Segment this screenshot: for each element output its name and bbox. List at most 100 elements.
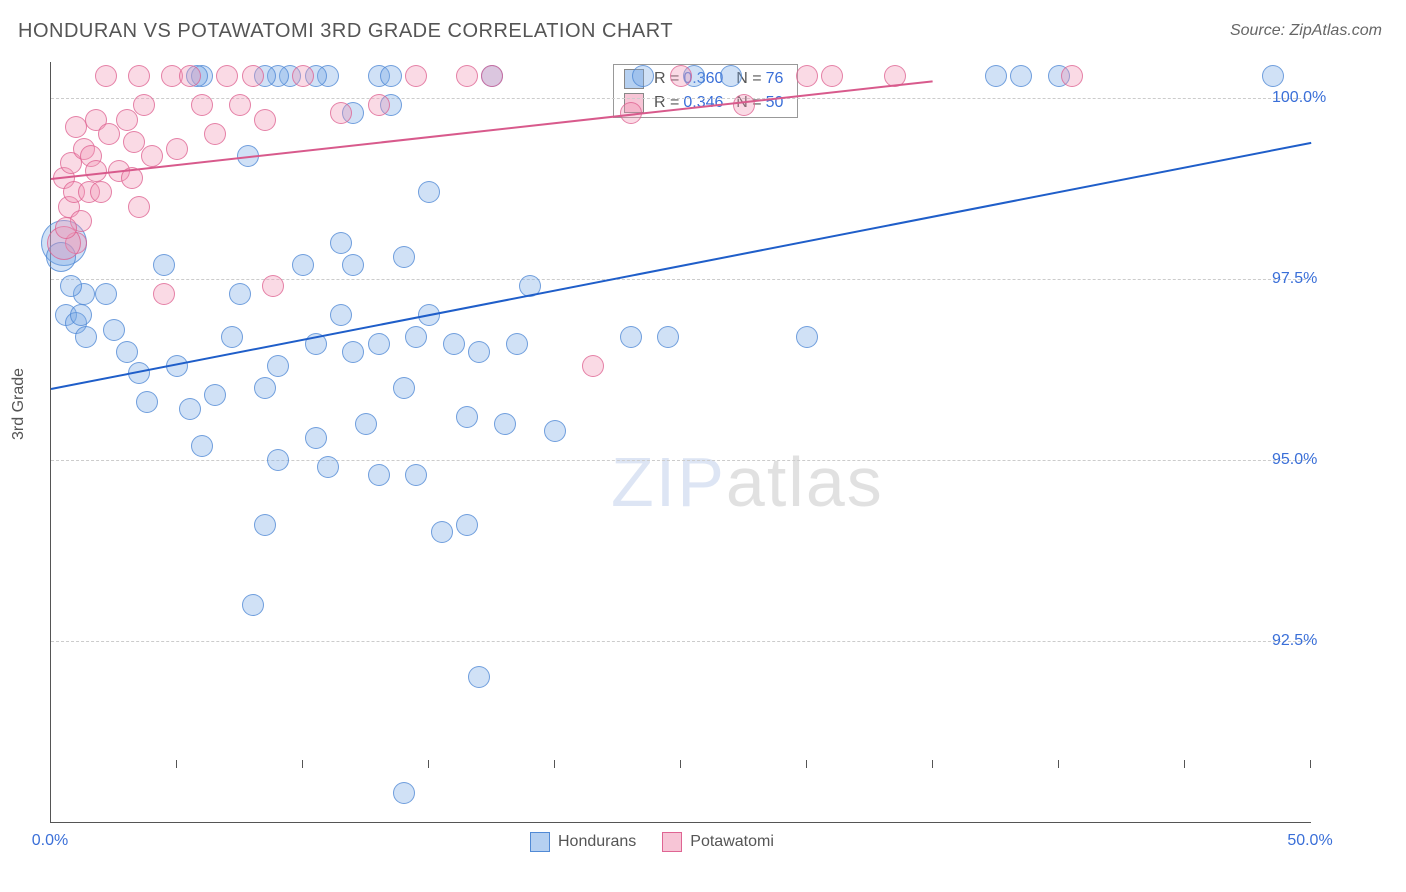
y-tick-label: 100.0%: [1272, 89, 1326, 107]
data-point: [342, 254, 364, 276]
gridline: [51, 641, 1311, 642]
n-value: 76: [766, 70, 784, 88]
data-point: [242, 594, 264, 616]
data-point: [242, 65, 264, 87]
data-point: [544, 420, 566, 442]
watermark-a: ZIP: [611, 443, 726, 521]
x-tick: [806, 760, 807, 768]
x-tick: [428, 760, 429, 768]
data-point: [70, 304, 92, 326]
legend-swatch: [530, 832, 550, 852]
data-point: [1061, 65, 1083, 87]
data-point: [267, 449, 289, 471]
data-point: [133, 94, 155, 116]
data-point: [292, 254, 314, 276]
r-value: 0.346: [683, 94, 723, 112]
data-point: [393, 377, 415, 399]
data-point: [305, 427, 327, 449]
data-point: [456, 514, 478, 536]
data-point: [405, 326, 427, 348]
data-point: [468, 341, 490, 363]
data-point: [254, 377, 276, 399]
data-point: [330, 232, 352, 254]
data-point: [204, 123, 226, 145]
x-tick-label: 50.0%: [1287, 832, 1332, 850]
x-tick: [1310, 760, 1311, 768]
legend-label: Potawatomi: [690, 833, 774, 850]
y-tick-label: 95.0%: [1272, 451, 1317, 469]
data-point: [103, 319, 125, 341]
data-point: [116, 109, 138, 131]
legend-label: Hondurans: [558, 833, 636, 850]
data-point: [128, 65, 150, 87]
data-point: [267, 355, 289, 377]
legend-item: Potawatomi: [662, 832, 774, 852]
data-point: [821, 65, 843, 87]
bottom-legend: Hondurans Potawatomi: [530, 832, 774, 852]
data-point: [90, 181, 112, 203]
y-tick-label: 92.5%: [1272, 632, 1317, 650]
legend-item: Hondurans: [530, 832, 636, 852]
data-point: [179, 65, 201, 87]
data-point: [136, 391, 158, 413]
data-point: [632, 65, 654, 87]
data-point: [95, 65, 117, 87]
data-point: [1262, 65, 1284, 87]
data-point: [506, 333, 528, 355]
x-tick-label: 0.0%: [32, 832, 68, 850]
data-point: [657, 326, 679, 348]
data-point: [720, 65, 742, 87]
watermark-b: atlas: [726, 443, 884, 521]
data-point: [393, 246, 415, 268]
data-point: [985, 65, 1007, 87]
data-point: [262, 275, 284, 297]
x-tick: [302, 760, 303, 768]
x-tick: [1184, 760, 1185, 768]
data-point: [65, 116, 87, 138]
data-point: [179, 398, 201, 420]
trend-line: [51, 142, 1311, 390]
watermark: ZIPatlas: [611, 442, 884, 522]
source-name: ZipAtlas.com: [1290, 22, 1382, 39]
data-point: [116, 341, 138, 363]
data-point: [128, 196, 150, 218]
data-point: [95, 283, 117, 305]
data-point: [733, 94, 755, 116]
data-point: [620, 326, 642, 348]
data-point: [368, 333, 390, 355]
data-point: [141, 145, 163, 167]
data-point: [431, 521, 453, 543]
data-point: [368, 94, 390, 116]
source-attribution: Source: ZipAtlas.com: [1230, 22, 1382, 40]
data-point: [191, 435, 213, 457]
data-point: [393, 782, 415, 804]
data-point: [60, 275, 82, 297]
data-point: [355, 413, 377, 435]
data-point: [229, 283, 251, 305]
data-point: [796, 326, 818, 348]
gridline: [51, 460, 1311, 461]
data-point: [582, 355, 604, 377]
data-point: [292, 65, 314, 87]
data-point: [1010, 65, 1032, 87]
x-tick: [1058, 760, 1059, 768]
x-tick: [932, 760, 933, 768]
data-point: [405, 65, 427, 87]
data-point: [342, 341, 364, 363]
data-point: [330, 102, 352, 124]
data-point: [55, 217, 77, 239]
data-point: [153, 254, 175, 276]
data-point: [204, 384, 226, 406]
data-point: [418, 181, 440, 203]
data-point: [380, 65, 402, 87]
data-point: [98, 123, 120, 145]
x-tick: [554, 760, 555, 768]
data-point: [85, 160, 107, 182]
source-prefix: Source:: [1230, 22, 1290, 39]
data-point: [191, 94, 213, 116]
data-point: [468, 666, 490, 688]
data-point: [405, 464, 427, 486]
data-point: [796, 65, 818, 87]
data-point: [330, 304, 352, 326]
data-point: [254, 109, 276, 131]
